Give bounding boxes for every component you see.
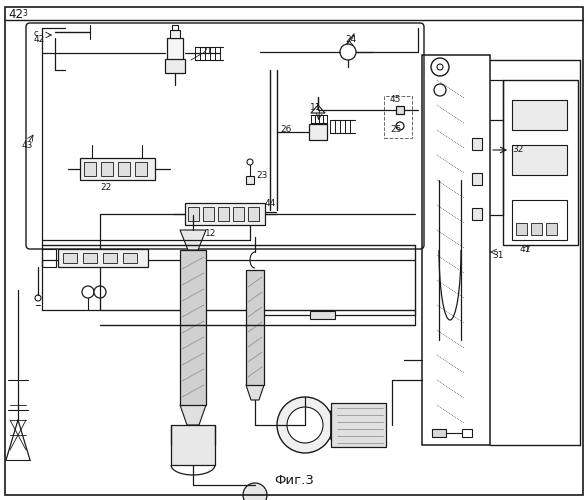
Bar	[185, 203, 265, 225]
Circle shape	[247, 159, 253, 165]
Text: 42: 42	[8, 8, 23, 20]
Circle shape	[437, 64, 443, 70]
Bar	[546, 223, 557, 235]
Bar	[516, 223, 527, 235]
Circle shape	[396, 122, 404, 130]
Bar	[135, 162, 147, 176]
Bar	[42, 249, 56, 267]
Text: 42: 42	[34, 36, 45, 44]
Bar	[472, 138, 482, 150]
Text: 11: 11	[310, 102, 322, 112]
Bar	[246, 270, 264, 385]
Circle shape	[82, 286, 94, 298]
Bar	[118, 162, 130, 176]
Bar	[180, 250, 206, 405]
Bar	[396, 106, 404, 114]
Text: 24: 24	[345, 34, 356, 43]
Bar	[103, 253, 117, 263]
Bar	[123, 253, 137, 263]
Bar	[83, 253, 97, 263]
Bar	[101, 162, 113, 176]
Bar	[165, 59, 185, 73]
Bar	[58, 249, 148, 267]
Bar	[203, 207, 214, 221]
Text: 21: 21	[201, 46, 212, 56]
Bar	[248, 207, 259, 221]
Bar	[63, 253, 77, 263]
Bar	[384, 96, 412, 138]
Bar	[512, 145, 567, 175]
Bar	[462, 429, 472, 437]
Text: 12: 12	[205, 228, 216, 237]
Text: 32: 32	[512, 146, 523, 154]
Bar	[472, 173, 482, 185]
Text: Фиг.3: Фиг.3	[274, 474, 314, 486]
Polygon shape	[311, 105, 325, 113]
Text: 26: 26	[280, 126, 292, 134]
Polygon shape	[180, 230, 206, 250]
Circle shape	[35, 295, 41, 301]
Bar	[432, 429, 446, 437]
Circle shape	[340, 44, 356, 60]
Text: 44: 44	[265, 200, 276, 208]
Text: 23: 23	[256, 170, 268, 179]
Bar	[80, 158, 155, 180]
Text: 31: 31	[492, 250, 503, 260]
Circle shape	[94, 286, 106, 298]
Circle shape	[243, 483, 267, 500]
Polygon shape	[246, 385, 264, 400]
Bar	[422, 55, 490, 445]
Bar	[233, 207, 244, 221]
Bar	[172, 25, 178, 30]
Bar	[531, 223, 542, 235]
Circle shape	[277, 397, 333, 453]
Bar	[170, 30, 180, 38]
Circle shape	[434, 84, 446, 96]
Bar	[309, 124, 327, 140]
Bar	[512, 200, 567, 240]
Polygon shape	[180, 405, 206, 425]
Polygon shape	[169, 63, 181, 70]
Text: 22: 22	[100, 184, 111, 192]
Circle shape	[287, 407, 323, 443]
Bar	[512, 100, 567, 130]
Bar	[188, 207, 199, 221]
Bar	[503, 80, 578, 245]
Text: 45: 45	[390, 96, 402, 104]
Text: 3: 3	[22, 8, 27, 18]
Bar	[171, 425, 215, 465]
Text: 43: 43	[22, 140, 34, 149]
Bar	[218, 207, 229, 221]
Bar	[310, 311, 335, 319]
Bar	[84, 162, 96, 176]
Text: 25: 25	[390, 126, 402, 134]
Text: 41: 41	[520, 246, 532, 254]
Text: c: c	[34, 28, 39, 38]
Bar	[331, 403, 386, 447]
Bar	[246, 176, 254, 184]
Bar	[472, 208, 482, 220]
Bar	[167, 38, 183, 60]
Circle shape	[431, 58, 449, 76]
Bar	[253, 207, 263, 217]
